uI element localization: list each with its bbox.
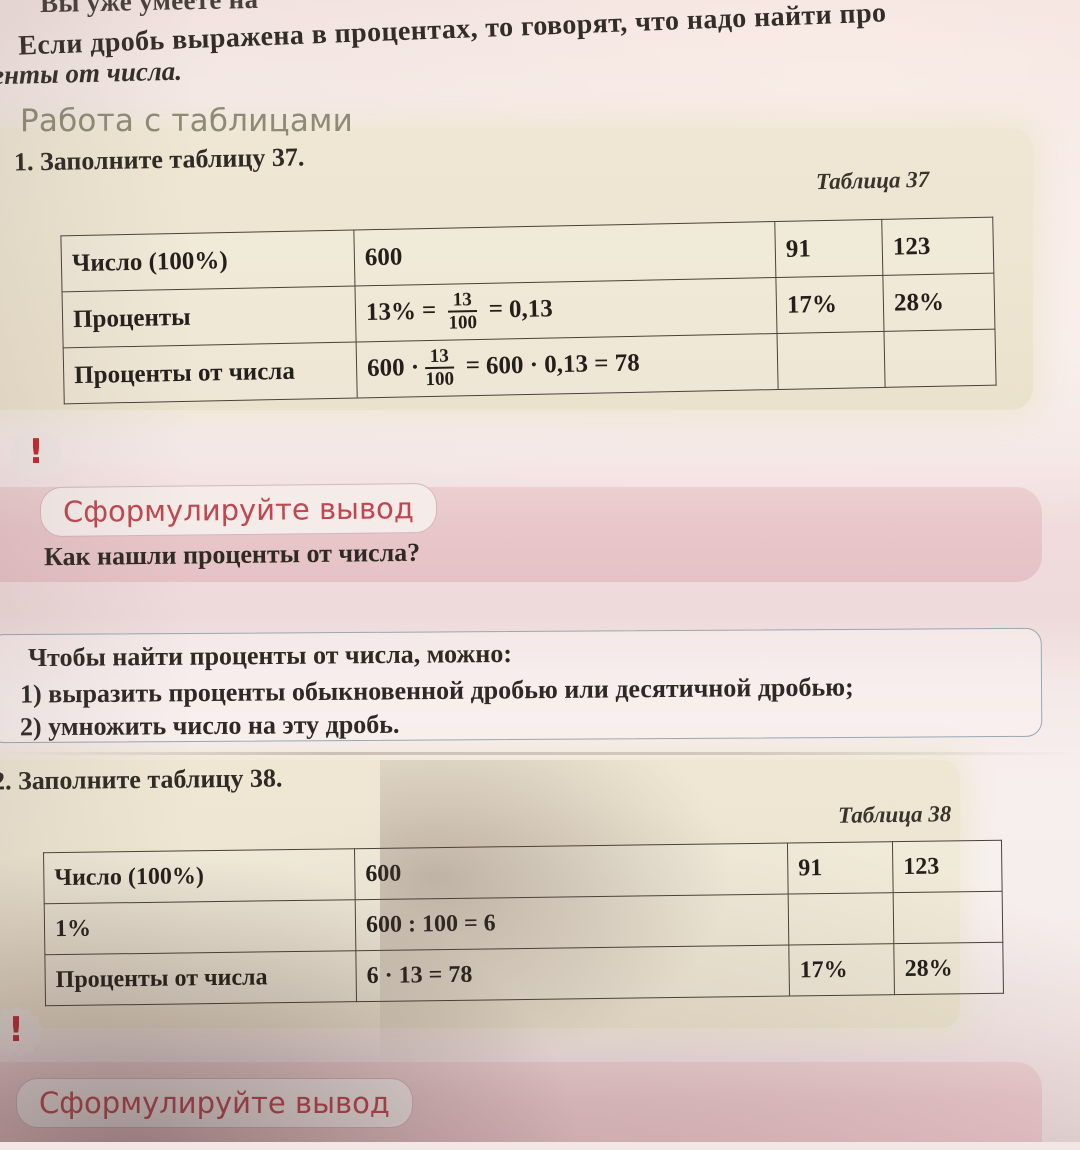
row-main-value[interactable]: 6 · 13 = 78 [355, 945, 790, 1002]
exclamation-mark: ! [8, 1010, 24, 1050]
exclamation-icon: ! [0, 1006, 42, 1058]
row-col4-value[interactable]: 28% [882, 273, 995, 332]
formula-equals-2: = [488, 295, 504, 324]
conclusion-question: Как нашли проценты от числа? [43, 537, 421, 572]
fraction-numerator: 13 [429, 345, 449, 367]
row-col3-value[interactable]: 17% [775, 275, 884, 334]
formula-equals-1: = [421, 297, 437, 325]
row-col4-value[interactable]: 123 [881, 217, 994, 276]
row-label: Проценты от числа [44, 950, 357, 1006]
row-main-formula[interactable]: 13% = 13 100 = 0,13 [354, 277, 778, 342]
explanation-line-2: 2) умножить число на эту дробь. [19, 709, 400, 742]
table-37-caption: Таблица 37 [815, 166, 930, 195]
formula-prefix: 600 · [366, 353, 420, 382]
task-1-title: 1. Заполните таблицу 37. [13, 142, 305, 177]
row-col4-empty[interactable] [893, 891, 1003, 944]
fraction: 13 100 [448, 288, 478, 334]
row-main-value[interactable]: 600 [354, 843, 789, 900]
explanation-line-0: Чтобы найти проценты от числа, можно: [27, 638, 513, 673]
fraction-numerator: 13 [452, 288, 472, 311]
cream-panel-table38 [0, 760, 960, 1028]
row-col3-value[interactable]: 17% [788, 943, 895, 997]
section-heading: Работа с таблицами [20, 103, 353, 139]
row-col3-value[interactable]: 91 [774, 219, 883, 278]
row-label: Проценты [62, 285, 357, 348]
row-main-value[interactable]: 600 : 100 = 6 [355, 894, 789, 951]
formulate-conclusion-pill-2[interactable]: Сформулируйте вывод [16, 1078, 413, 1128]
row-label: Проценты от числа [63, 341, 358, 404]
exclamation-icon: ! [10, 428, 62, 480]
row-col4-value[interactable]: 28% [893, 942, 1004, 995]
row-col4-value[interactable]: 123 [892, 840, 1003, 893]
table-38: Число (100%) 600 91 123 1% 600 : 100 = 6… [43, 840, 1004, 1007]
row-col3-empty[interactable] [788, 892, 894, 946]
formula-suffix: 600 · 0,13 = 78 [485, 349, 641, 380]
intro-line-2: енты от числа. [0, 55, 183, 91]
pill-label: Сформулируйте вывод [62, 491, 415, 529]
task-2-title: 2. Заполните таблицу 38. [0, 763, 283, 796]
row-col4-empty[interactable] [883, 329, 997, 388]
row-col3-empty[interactable] [777, 331, 886, 390]
cream-panel-table37 [0, 128, 1033, 410]
row-label: 1% [44, 899, 356, 955]
paper-seam [0, 752, 1080, 755]
formula-suffix: 0,13 [508, 294, 553, 323]
row-label: Число (100%) [60, 229, 355, 292]
row-main-value[interactable]: 600 [353, 221, 776, 286]
exclamation-mark: ! [28, 432, 44, 472]
row-label: Число (100%) [43, 848, 356, 904]
table-37: Число (100%) 600 91 123 Проценты 13% = 13 1… [60, 217, 997, 405]
pill-label: Сформулируйте вывод [39, 1086, 390, 1120]
formula-equals-2: = [465, 352, 481, 380]
table-38-caption: Таблица 38 [837, 801, 952, 828]
fraction: 13 100 [425, 345, 455, 390]
formula-prefix: 13% [365, 297, 417, 326]
fraction-denominator: 100 [448, 309, 478, 334]
row-main-formula[interactable]: 600 · 13 100 = 600 · 0,13 = 78 [356, 333, 779, 398]
fraction-denominator: 100 [425, 366, 455, 390]
row-col3-value[interactable]: 91 [787, 841, 894, 895]
formulate-conclusion-pill-1[interactable]: Сформулируйте вывод [39, 482, 438, 538]
